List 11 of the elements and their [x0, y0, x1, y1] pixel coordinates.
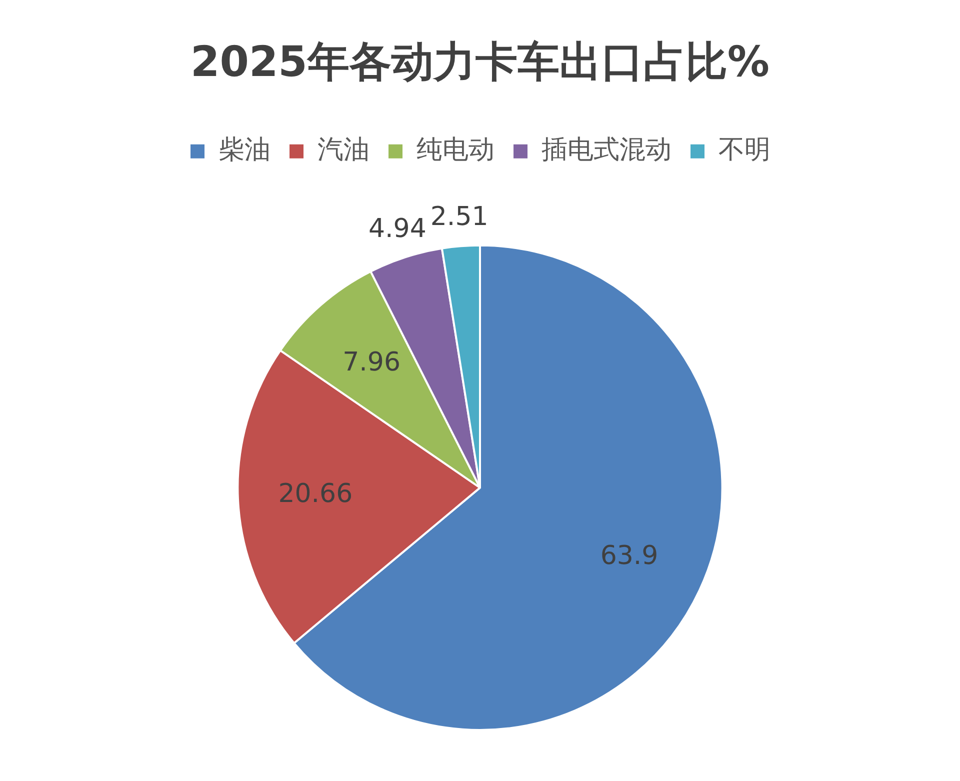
legend-label: 柴油 [218, 135, 270, 166]
legend-label: 不明 [718, 135, 770, 166]
data-label: 63.9 [600, 541, 658, 572]
legend-label: 插电式混动 [542, 135, 672, 166]
legend-label: 汽油 [318, 135, 370, 166]
data-label: 4.94 [368, 214, 426, 244]
data-label: 20.66 [278, 479, 353, 510]
legend-label: 纯电动 [416, 135, 494, 166]
data-label: 2.51 [430, 202, 488, 232]
chart-title: 2025年各动力卡车出口占比% [190, 37, 770, 86]
data-label: 7.96 [342, 347, 401, 378]
